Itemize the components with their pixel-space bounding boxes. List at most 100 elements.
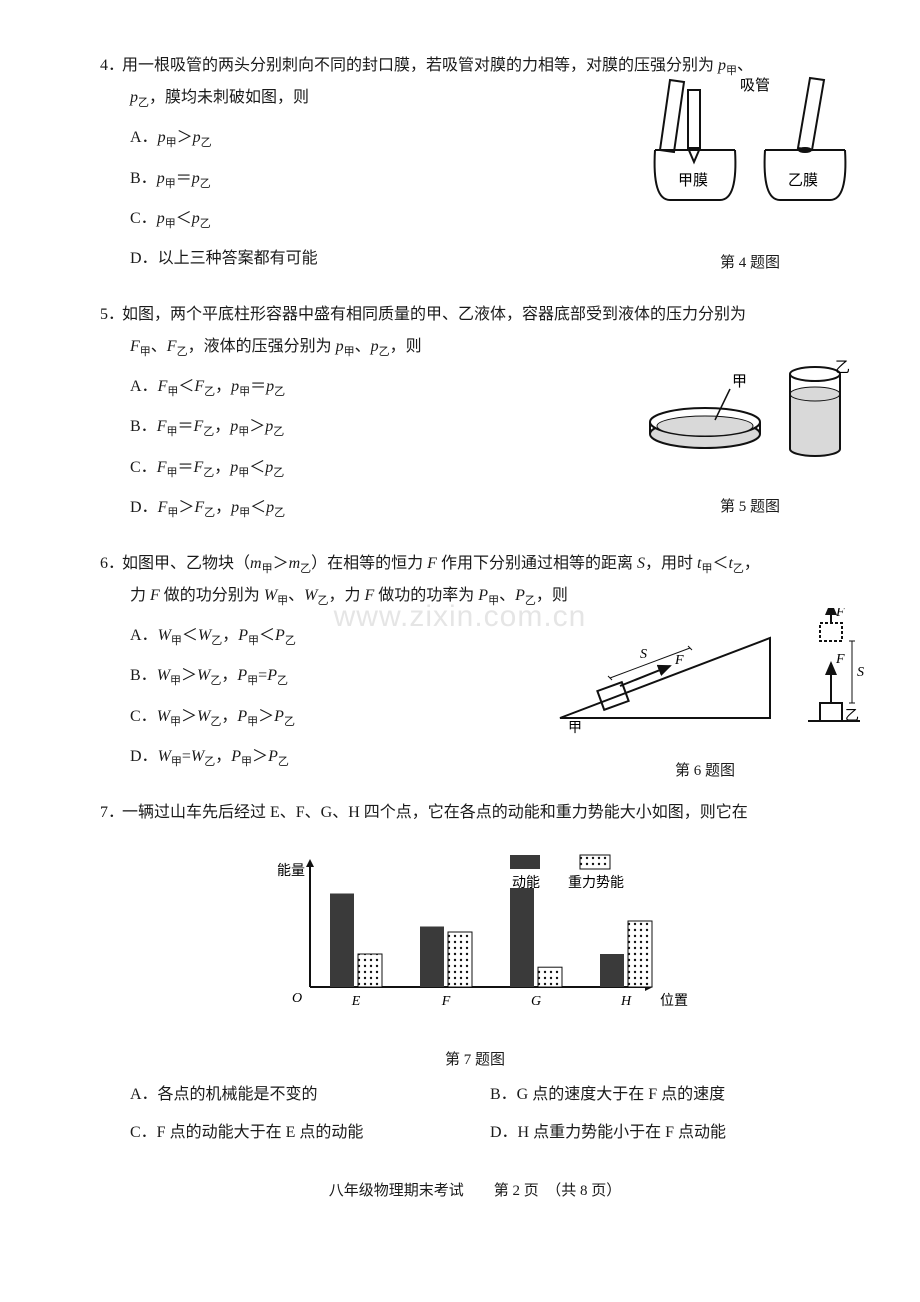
q6s2b: 做的功分别为 [160, 587, 264, 604]
q6dw1: W [158, 748, 171, 765]
q5ao2: ＝ [250, 378, 266, 395]
q4-p2-sub: 乙 [138, 97, 149, 109]
q4-label-straw: 吸管 [740, 77, 770, 94]
svg-text:能量: 能量 [277, 863, 305, 879]
q4-d-text: 以上三种答案都有可能 [158, 250, 318, 267]
q6ao1: ＜ [182, 627, 198, 644]
q6bws1: 甲 [170, 676, 181, 688]
q4-a-label: A． [130, 129, 158, 146]
q4-a-s1: 甲 [166, 138, 177, 150]
q6dws2: 乙 [204, 756, 215, 768]
q5-number: 5． [100, 299, 122, 331]
q6-figure: F S 甲 F F S 乙 第 6 题图 [540, 608, 870, 786]
q6cp1: P [237, 708, 247, 725]
q6P2: P [515, 587, 525, 604]
q6cw1: W [157, 708, 170, 725]
q6bl: B． [130, 667, 157, 684]
svg-text:E: E [351, 994, 361, 1009]
q5b1s: 甲 [166, 427, 177, 439]
q6-number: 6． [100, 548, 122, 580]
q4-fig-caption: 第 4 题图 [640, 248, 860, 278]
q4-b-op: ＝ [176, 170, 192, 187]
q5a1s: 甲 [167, 386, 178, 398]
q6m2s: 乙 [300, 563, 311, 575]
q6sc: 作用下分别通过相等的距离 [437, 555, 637, 572]
svg-text:F: F [835, 608, 845, 620]
q5d3: p [231, 499, 239, 516]
q6bws2: 乙 [210, 676, 221, 688]
q6S: S [637, 555, 645, 572]
q6bc: ， [221, 667, 237, 684]
q6bp2: P [267, 667, 277, 684]
q4-a-p1: p [158, 129, 166, 146]
q6ap1: P [238, 627, 248, 644]
q5-se: ，则 [390, 338, 422, 355]
svg-text:H: H [620, 994, 632, 1009]
q4-c-op: ＜ [176, 210, 192, 227]
svg-text:S: S [857, 665, 864, 680]
q5c2s: 乙 [203, 467, 214, 479]
svg-text:位置: 位置 [660, 993, 688, 1009]
svg-text:F: F [835, 652, 845, 667]
q5-stem-a: 如图，两个平底柱形容器中盛有相同质量的甲、乙液体，容器底部受到液体的压力分别为 [122, 306, 746, 323]
q5do1: ＞ [178, 499, 194, 516]
q7-option-a: A．各点的机械能是不变的 [130, 1079, 490, 1111]
q6cp2: P [274, 708, 284, 725]
q6W2: W [304, 587, 317, 604]
q5d-l: D． [130, 499, 158, 516]
q6W1: W [264, 587, 277, 604]
q6bo1: ＞ [181, 667, 197, 684]
q6aws2: 乙 [211, 635, 222, 647]
svg-text:S: S [640, 647, 647, 662]
q5c2: F [193, 459, 203, 476]
q6bo2: = [258, 667, 267, 684]
q4-figure-svg: 吸管 甲膜 乙膜 [640, 70, 860, 230]
q6F: F [427, 555, 437, 572]
q6dps2: 乙 [278, 756, 289, 768]
q6do2: ＞ [252, 748, 268, 765]
q4-b-label: B． [130, 170, 157, 187]
svg-text:重力势能: 重力势能 [568, 875, 624, 891]
q5-F1s: 甲 [140, 346, 151, 358]
q5a3: p [231, 378, 239, 395]
q5b2s: 乙 [203, 427, 214, 439]
q6dc: ， [215, 748, 231, 765]
q4-label-m1: 甲膜 [678, 172, 708, 189]
q6ap2: P [275, 627, 285, 644]
q5a3s: 甲 [239, 386, 250, 398]
q6bps1: 甲 [247, 676, 258, 688]
q6aw1: W [158, 627, 171, 644]
q7-options: A．各点的机械能是不变的 B．G 点的速度大于在 F 点的速度 C．F 点的动能… [130, 1079, 850, 1155]
svg-text:O: O [292, 991, 302, 1006]
q5bc: ， [214, 418, 230, 435]
q5-F2s: 乙 [177, 346, 188, 358]
q5d1: F [158, 499, 168, 516]
q6dp2: P [268, 748, 278, 765]
q6bw2: W [197, 667, 210, 684]
q6dps1: 甲 [241, 756, 252, 768]
svg-text:F: F [441, 994, 451, 1009]
q6cws2: 乙 [210, 716, 221, 728]
q6co2: ＞ [258, 708, 274, 725]
q5b3s: 甲 [238, 427, 249, 439]
q4-a-p2: p [193, 129, 201, 146]
q5b-l: B． [130, 418, 157, 435]
q4-stem-a: 用一根吸管的两头分别刺向不同的封口膜，若吸管对膜的力相等，对膜的压强分别为 [122, 57, 718, 74]
q6-figure-svg: F S 甲 F F S 乙 [540, 608, 870, 738]
q4-a-s2: 乙 [201, 138, 212, 150]
q5do2: ＜ [250, 499, 266, 516]
q5c1: F [157, 459, 167, 476]
q5b1: F [157, 418, 167, 435]
q5c-l: C． [130, 459, 157, 476]
q7-fig-caption: 第 7 题图 [260, 1045, 690, 1075]
question-4: 4．用一根吸管的两头分别刺向不同的封口膜，若吸管对膜的力相等，对膜的压强分别为 … [100, 50, 850, 275]
q5co2: ＜ [249, 459, 265, 476]
q4-p2: p [130, 89, 138, 106]
q6t1s: 甲 [701, 563, 712, 575]
q6s2e: ，则 [536, 587, 568, 604]
q4-c-p1: p [157, 210, 165, 227]
q5a4s: 乙 [274, 386, 285, 398]
q5b2: F [193, 418, 203, 435]
q5a2s: 乙 [204, 386, 215, 398]
q7-chart: 能量位置OEFGH动能重力势能 第 7 题图 [260, 837, 690, 1075]
